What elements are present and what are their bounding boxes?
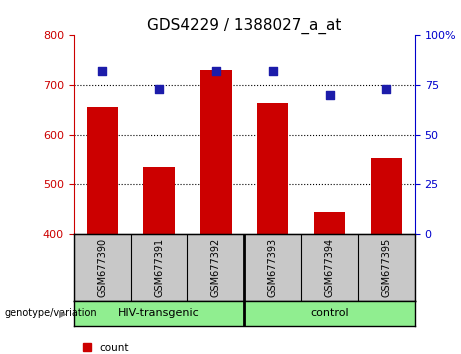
Point <box>99 68 106 74</box>
Legend: count, percentile rank within the sample: count, percentile rank within the sample <box>79 338 280 354</box>
Bar <box>257 103 289 234</box>
Text: HIV-transgenic: HIV-transgenic <box>118 308 200 318</box>
Text: control: control <box>310 308 349 318</box>
Point <box>212 68 219 74</box>
Text: GSM677390: GSM677390 <box>97 238 107 297</box>
Text: ▶: ▶ <box>59 308 66 318</box>
Text: GSM677395: GSM677395 <box>381 238 391 297</box>
Title: GDS4229 / 1388027_a_at: GDS4229 / 1388027_a_at <box>147 18 342 34</box>
Point <box>383 86 390 92</box>
Text: GSM677391: GSM677391 <box>154 238 164 297</box>
Text: GSM677393: GSM677393 <box>268 238 278 297</box>
Bar <box>371 158 402 234</box>
Text: GSM677394: GSM677394 <box>325 238 335 297</box>
Text: GSM677392: GSM677392 <box>211 238 221 297</box>
Point <box>269 68 277 74</box>
Point <box>326 92 333 98</box>
Bar <box>314 212 345 234</box>
Bar <box>200 70 231 234</box>
Bar <box>87 107 118 234</box>
Bar <box>143 167 175 234</box>
Text: genotype/variation: genotype/variation <box>5 308 97 318</box>
Point <box>155 86 163 92</box>
